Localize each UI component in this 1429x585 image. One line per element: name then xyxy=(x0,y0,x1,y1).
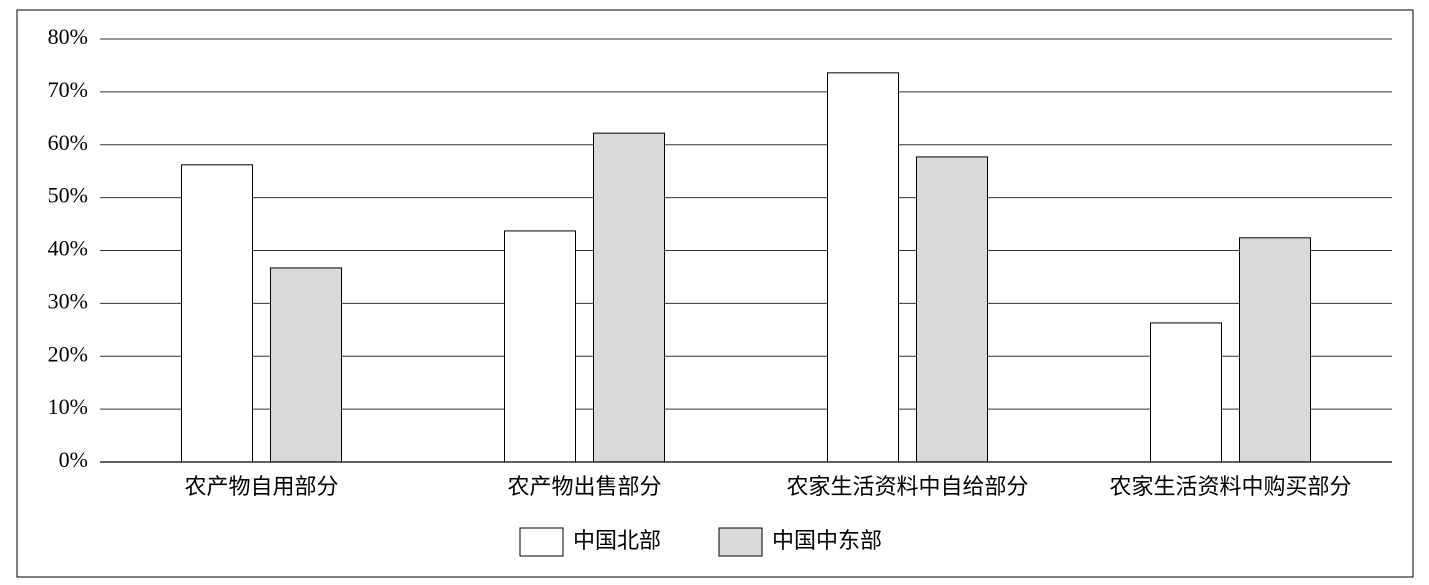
bar xyxy=(270,267,342,463)
bar xyxy=(504,230,576,463)
x-tick-label: 农产物自用部分 xyxy=(184,474,338,499)
x-tick-label: 农家生活资料中自给部分 xyxy=(786,474,1028,499)
y-tick-label: 80% xyxy=(48,24,88,49)
legend-label: 中国北部 xyxy=(573,528,661,553)
bar xyxy=(593,132,665,463)
bar xyxy=(827,72,899,463)
y-tick-label: 30% xyxy=(48,288,88,313)
legend-swatch xyxy=(519,527,564,557)
bar xyxy=(1239,237,1311,463)
legend-label: 中国中东部 xyxy=(772,528,882,553)
bar xyxy=(1150,322,1222,463)
y-tick-label: 20% xyxy=(48,341,88,366)
y-tick-label: 10% xyxy=(48,394,88,419)
bar xyxy=(916,156,988,463)
y-tick-label: 0% xyxy=(59,447,88,472)
y-tick-label: 50% xyxy=(48,183,88,208)
legend-swatch xyxy=(718,527,763,557)
y-tick-label: 70% xyxy=(48,77,88,102)
bar xyxy=(181,164,253,463)
y-tick-label: 60% xyxy=(48,130,88,155)
x-tick-label: 农家生活资料中购买部分 xyxy=(1109,474,1351,499)
x-tick-label: 农产物出售部分 xyxy=(507,474,661,499)
y-tick-label: 40% xyxy=(48,236,88,261)
